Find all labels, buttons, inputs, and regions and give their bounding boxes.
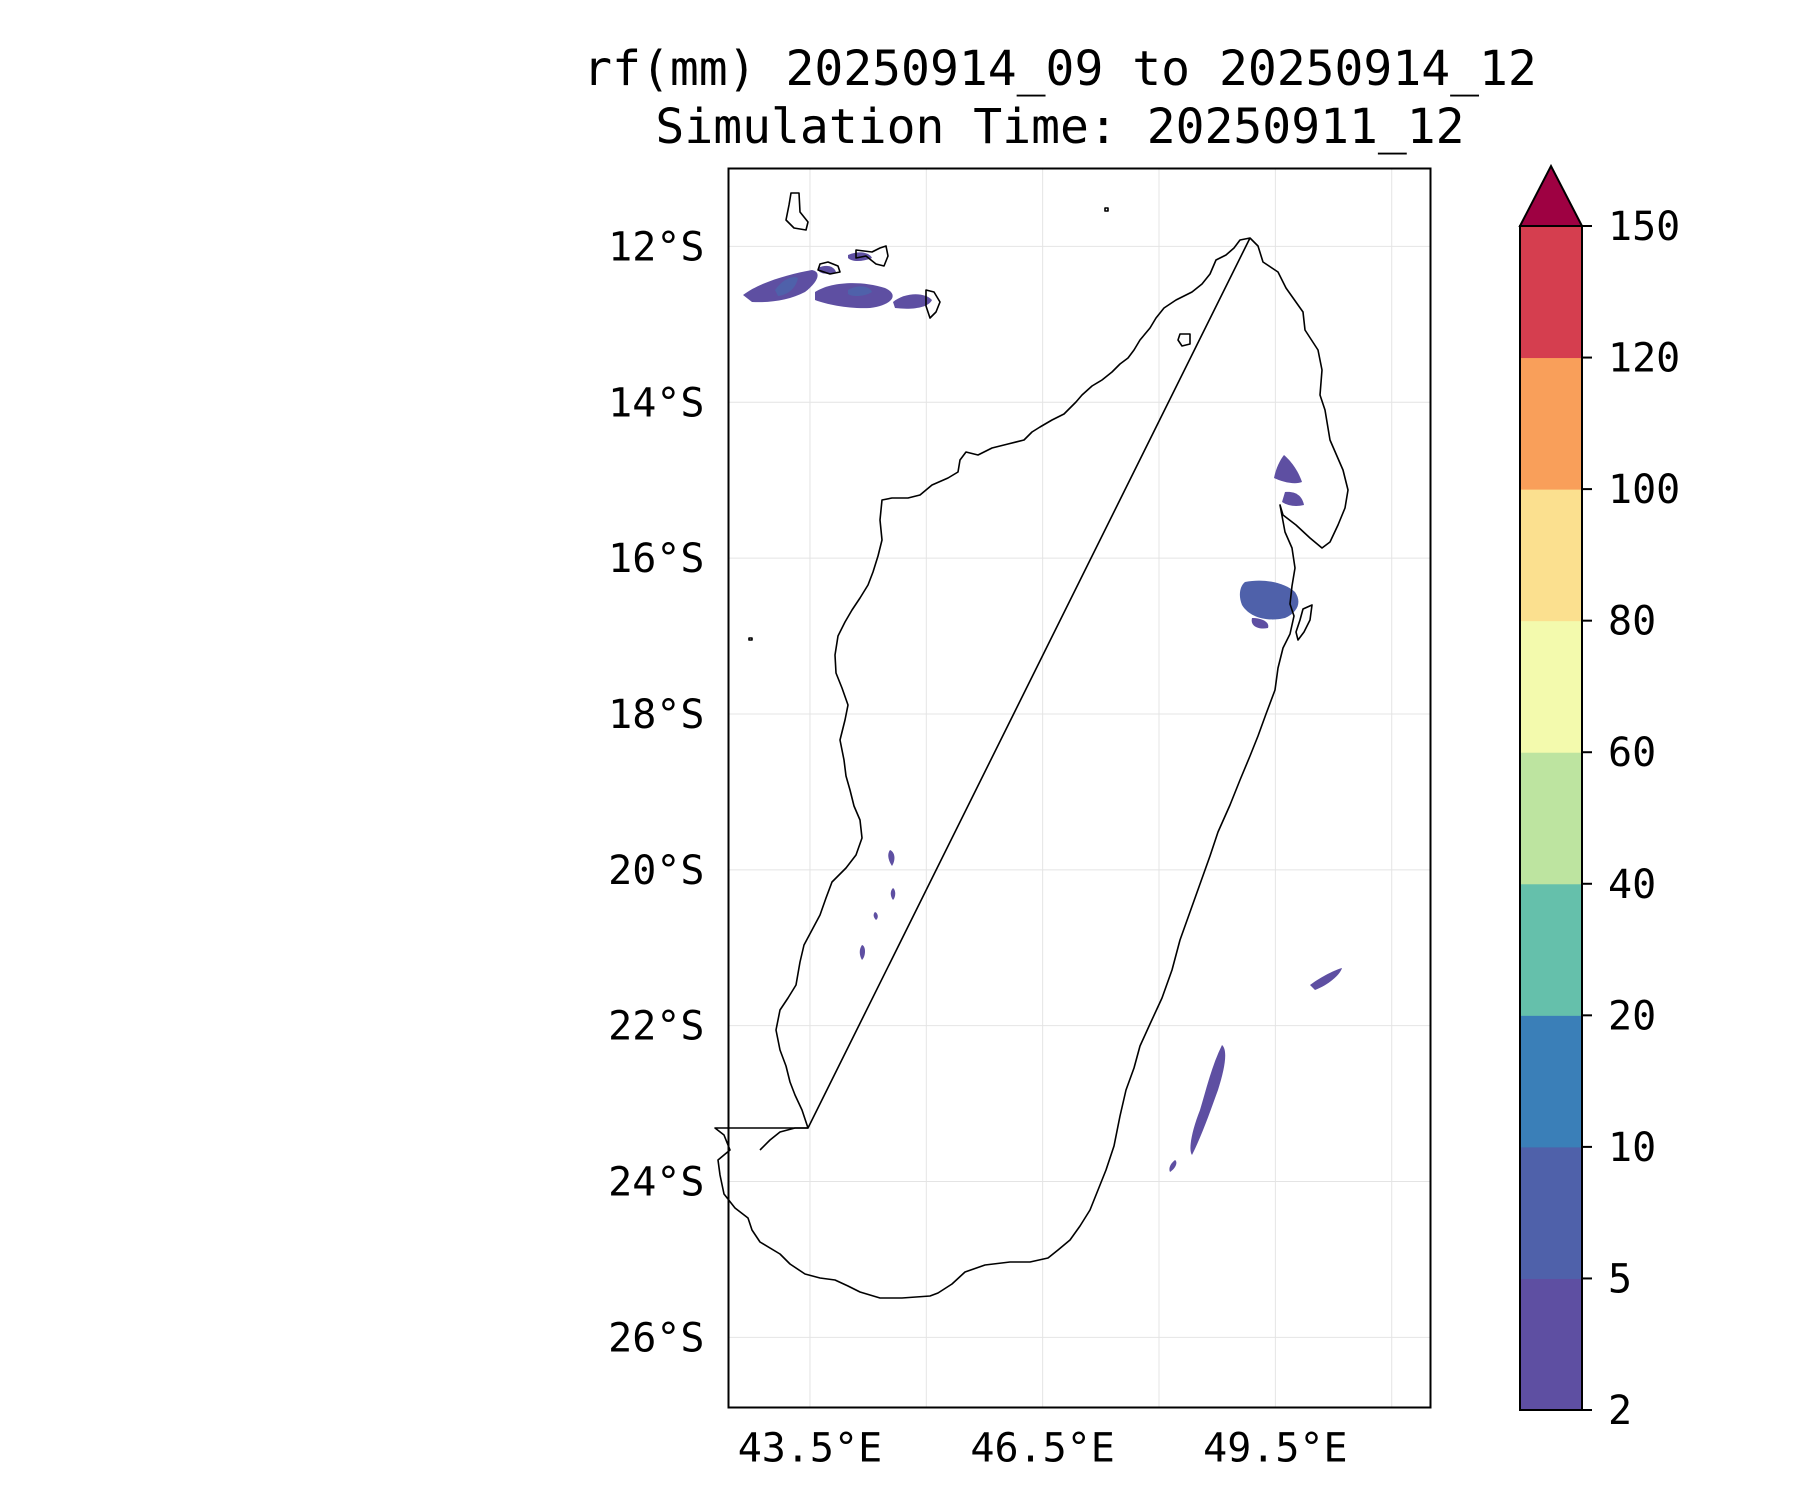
lat-tick-label: 16°S — [608, 536, 704, 582]
lat-tick-label: 18°S — [608, 692, 704, 738]
madagascar-west-notch — [759, 1127, 808, 1151]
colorbar-frame — [1519, 225, 1583, 1411]
west-coast-rain — [859, 945, 865, 960]
colorbar-segment — [1520, 1015, 1582, 1148]
colorbar-segment — [1520, 1146, 1582, 1279]
west-coast-rain — [888, 850, 895, 866]
lat-tick-label: 26°S — [608, 1315, 704, 1361]
anjouan-coastline — [855, 245, 889, 267]
colorbar-tick-label: 40 — [1608, 862, 1656, 908]
lon-tick-label: 49.5°E — [1203, 1426, 1348, 1472]
rain-layer — [743, 252, 1342, 1172]
lat-tick-label: 20°S — [608, 848, 704, 894]
southeast-band-rain — [1190, 1045, 1226, 1155]
comoros-core-rain — [775, 277, 798, 296]
lat-tick-label: 24°S — [608, 1160, 704, 1206]
comoros-rain — [893, 294, 932, 309]
nosy-be-coastline — [1177, 333, 1191, 347]
map-subtitle: Simulation Time: 20250911_12 — [655, 99, 1465, 155]
grande-comore-coastline — [785, 192, 809, 231]
islet-west — [748, 637, 753, 641]
moheli-coastline — [817, 261, 841, 275]
east-coast-rain — [1239, 580, 1299, 620]
lat-tick-label: 12°S — [608, 224, 704, 270]
map-title: rf(mm) 20250914_09 to 20250914_12 — [583, 41, 1537, 97]
west-coast-rain — [890, 888, 896, 900]
colorbar-tick-label: 20 — [1608, 993, 1656, 1039]
southeast-band-rain — [1169, 1160, 1177, 1172]
northeast-rain — [1274, 455, 1302, 484]
colorbar-segment — [1520, 489, 1582, 622]
colorbar-segment — [1520, 752, 1582, 885]
colorbar-tick-label: 2 — [1608, 1388, 1632, 1434]
east-coast-rain — [1251, 618, 1269, 629]
map-axes: 12°S 14°S 16°S 18°S 20°S 22°S 24°S 26°S 43.5°E 46… — [608, 224, 1347, 1471]
colorbar-tick-label: 60 — [1608, 730, 1656, 776]
west-coast-rain — [873, 912, 878, 920]
lon-tick-label: 46.5°E — [970, 1426, 1115, 1472]
lon-tick-label: 43.5°E — [738, 1426, 883, 1472]
islet-north — [1104, 207, 1109, 212]
lat-tick-label: 14°S — [608, 380, 704, 426]
colorbar-segment — [1520, 226, 1582, 359]
lat-tick-label: 22°S — [608, 1004, 704, 1050]
comoros-core-rain — [848, 286, 872, 297]
colorbar-segment — [1520, 1278, 1582, 1411]
northeast-rain — [1282, 491, 1304, 506]
gridlines — [728, 168, 1431, 1408]
colorbar-tick-label: 80 — [1608, 599, 1656, 645]
nosy-boraha-coastline — [1295, 604, 1313, 641]
colorbar-tick-label: 120 — [1608, 336, 1680, 382]
map-frame — [727, 167, 1432, 1409]
colorbar-segment — [1520, 620, 1582, 753]
mayotte-coastline — [925, 289, 941, 319]
colorbar-tick-label: 10 — [1608, 1125, 1656, 1171]
colorbar: 2 5 10 20 40 60 80 100 120 150 — [1518, 163, 1680, 1434]
colorbar-tick-label: 150 — [1608, 204, 1680, 250]
colorbar-tick-label: 5 — [1608, 1256, 1632, 1302]
southeast-rain — [1310, 968, 1342, 990]
coastlines — [714, 192, 1349, 1299]
colorbar-segment — [1520, 883, 1582, 1016]
colorbar-segment — [1520, 357, 1582, 490]
madagascar-coastline — [714, 237, 1349, 1299]
colorbar-tick-label: 100 — [1608, 467, 1680, 513]
colorbar-extend-arrow — [1518, 163, 1584, 227]
